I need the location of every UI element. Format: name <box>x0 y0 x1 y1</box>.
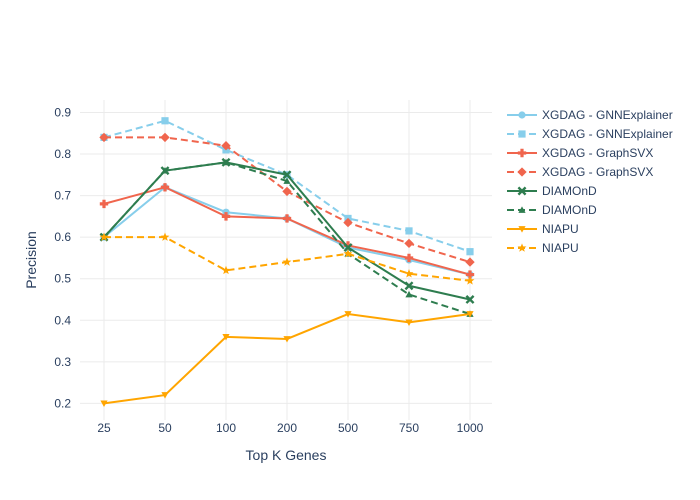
legend-swatch-marker <box>518 226 526 233</box>
y-tick-label: 0.5 <box>54 272 71 286</box>
legend[interactable]: XGDAG - GNNExplainer XGDAG - GNNExplainer… <box>507 108 673 255</box>
series-diamond-dash <box>100 158 474 317</box>
legend-label: NIAPU <box>542 222 579 236</box>
data-point <box>100 400 108 407</box>
data-point <box>343 249 353 258</box>
data-point <box>404 253 414 263</box>
x-tick-label: 50 <box>158 421 172 435</box>
legend-item[interactable]: XGDAG - GraphSVX <box>507 146 653 160</box>
y-tick-label: 0.3 <box>54 355 71 369</box>
data-point <box>160 132 170 143</box>
legend-swatch-marker <box>517 186 527 196</box>
legend-item[interactable]: DIAMOnD <box>507 184 597 198</box>
legend-label: XGDAG - GNNExplainer <box>542 108 673 122</box>
legend-label: DIAMOnD <box>542 184 597 198</box>
x-tick-label: 200 <box>277 421 297 435</box>
data-point <box>465 276 475 285</box>
data-point <box>466 311 474 318</box>
data-point <box>343 243 353 252</box>
data-point <box>282 170 292 180</box>
x-tick-label: 1000 <box>457 421 484 435</box>
y-tick-label: 0.2 <box>54 396 71 410</box>
legend-label: XGDAG - GNNExplainer <box>542 127 673 141</box>
data-point <box>465 295 475 304</box>
series-niapu-dash <box>99 232 475 285</box>
x-axis-ticks: 25 50 100 200 500 750 1000 <box>97 421 483 435</box>
data-point <box>466 248 474 256</box>
data-point <box>343 217 353 228</box>
data-point <box>221 212 231 221</box>
y-tick-label: 0.7 <box>54 189 71 203</box>
data-point <box>222 334 230 341</box>
y-axis-ticks: 0.2 0.3 0.4 0.5 0.6 0.7 0.8 0.9 <box>54 105 71 410</box>
series-xgdag-graphsvx-solid <box>99 183 475 279</box>
x-tick-label: 100 <box>216 421 236 435</box>
x-tick-label: 500 <box>338 421 358 435</box>
data-point <box>282 257 292 266</box>
legend-label: DIAMOnD <box>542 203 597 217</box>
y-tick-label: 0.8 <box>54 147 71 161</box>
data-point <box>405 227 413 235</box>
legend-label: NIAPU <box>542 241 579 255</box>
legend-item[interactable]: NIAPU <box>507 241 579 255</box>
data-point <box>283 336 291 343</box>
data-point <box>405 290 413 298</box>
data-point <box>161 392 169 399</box>
x-axis-title: Top K Genes <box>246 447 327 463</box>
data-point <box>283 177 291 184</box>
legend-item[interactable]: XGDAG - GNNExplainer <box>507 108 673 122</box>
grid-lines <box>80 100 492 420</box>
x-tick-label: 25 <box>97 421 111 435</box>
y-axis-title: Precision <box>23 231 39 289</box>
data-point <box>99 132 109 143</box>
x-tick-label: 750 <box>399 421 419 435</box>
data-point <box>465 270 475 279</box>
legend-swatch-marker <box>518 130 526 138</box>
legend-label: XGDAG - GraphSVX <box>542 146 653 160</box>
data-point <box>404 269 414 278</box>
data-point <box>222 158 230 166</box>
legend-item[interactable]: NIAPU <box>507 222 579 236</box>
legend-swatch-marker <box>518 206 526 213</box>
data-point <box>161 117 169 125</box>
data-point <box>160 183 170 192</box>
series-niapu-solid <box>100 311 474 407</box>
data-point <box>343 241 353 250</box>
data-point <box>99 232 109 241</box>
data-point <box>344 311 352 318</box>
data-point <box>99 199 109 209</box>
y-tick-label: 0.4 <box>54 313 71 327</box>
data-point <box>404 238 414 249</box>
plot-series <box>99 117 475 407</box>
legend-swatch-marker <box>517 167 527 177</box>
data-point <box>161 167 169 174</box>
data-point <box>221 141 231 151</box>
data-point <box>282 214 292 223</box>
data-point <box>160 232 170 241</box>
y-tick-label: 0.9 <box>54 105 71 119</box>
legend-item[interactable]: XGDAG - GraphSVX <box>507 165 653 179</box>
legend-swatch-marker <box>517 148 527 158</box>
legend-swatch-marker <box>517 243 527 252</box>
data-point <box>404 281 414 291</box>
legend-label: XGDAG - GraphSVX <box>542 165 653 179</box>
y-tick-label: 0.6 <box>54 230 71 244</box>
legend-item[interactable]: DIAMOnD <box>507 203 597 217</box>
data-point <box>465 257 475 267</box>
legend-swatch-marker <box>518 111 526 119</box>
data-point <box>221 265 231 275</box>
data-point <box>405 319 413 326</box>
data-point <box>282 186 292 197</box>
series-xgdag-graphsvx-dash <box>99 132 475 267</box>
legend-item[interactable]: XGDAG - GNNExplainer <box>507 127 673 141</box>
